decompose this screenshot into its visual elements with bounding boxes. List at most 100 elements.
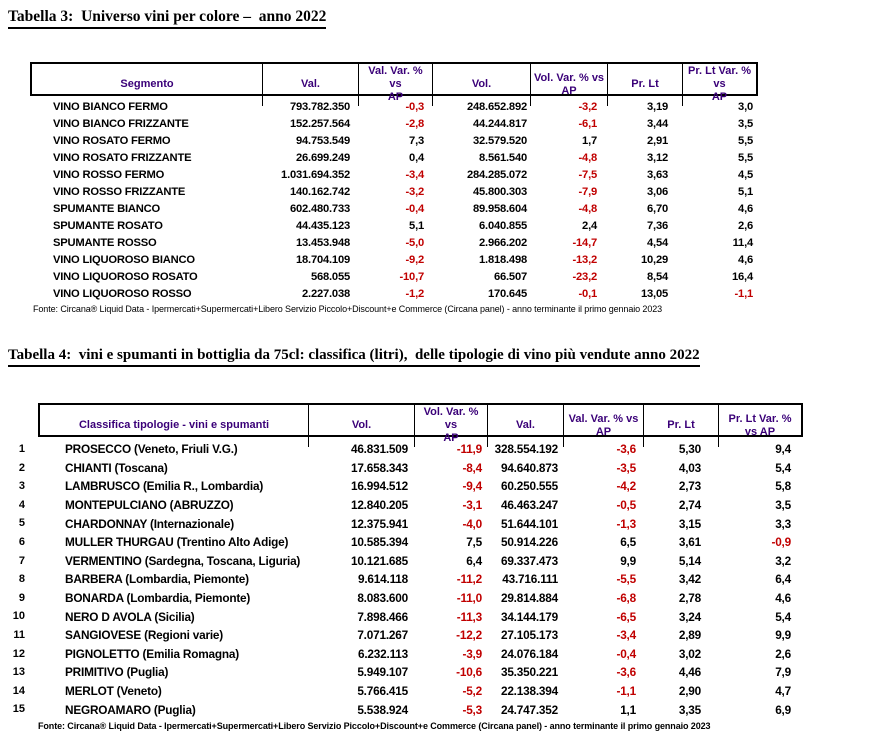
- cell-val-var: 5,1: [409, 219, 424, 232]
- cell-pr-lt: 3,61: [678, 535, 701, 550]
- table-row: SPUMANTE ROSSO 13.453.948 -5,0 2.966.202 -14…: [30, 234, 758, 251]
- table-row: CHIANTI (Toscana) 17.658.343 -8,4 94.640.87…: [38, 459, 803, 478]
- table-row: VINO ROSATO FRIZZANTE 26.699.249 0,4 8.561.…: [30, 149, 758, 166]
- cell-pr-lt-var: 3,0: [738, 100, 753, 113]
- cell-pr-lt: 5,30: [678, 442, 701, 457]
- row-rank: 14: [12, 684, 25, 697]
- row-rank: 1: [18, 443, 25, 455]
- cell-vol-var: -0,1: [578, 287, 598, 300]
- cell-val-var: -3,6: [616, 665, 636, 680]
- cell-val-var: -3,4: [616, 628, 636, 643]
- cell-pr-lt-var: 4,6: [775, 591, 791, 606]
- cell-vol: 66.507: [493, 270, 527, 283]
- cell-pr-lt-var: 6,4: [775, 572, 791, 587]
- cell-val-var: -3,4: [405, 168, 425, 181]
- cell-pr-lt-var: 2,6: [738, 219, 753, 232]
- col-header-val-var: Val. Var. % vs AP: [358, 64, 432, 106]
- cell-val-var: -6,8: [616, 591, 636, 606]
- table-row: VINO ROSATO FERMO 94.753.549 7,3 32.579.520…: [30, 132, 758, 149]
- cell-vol-var: 6,4: [466, 553, 482, 568]
- cell-val: 140.162.742: [289, 185, 350, 198]
- cell-pr-lt-var: 3,5: [738, 117, 753, 130]
- row-rank: 11: [13, 628, 25, 641]
- cell-vol: 6.232.113: [357, 646, 408, 661]
- col-header-pr-lt: Pr. Lt: [643, 405, 718, 447]
- cell-vol: 17.658.343: [350, 460, 408, 475]
- cell-pr-lt-var: 3,3: [775, 516, 791, 531]
- cell-vol-var: -4,8: [578, 151, 598, 164]
- cell-pr-lt: 2,74: [678, 498, 701, 513]
- cell-vol: 5.766.415: [357, 684, 408, 699]
- cell-vol-var: -11,9: [456, 442, 482, 457]
- cell-tipologia: PRIMITIVO (Puglia): [65, 665, 169, 680]
- cell-pr-lt-var: 5,4: [775, 609, 791, 624]
- table4-body: PROSECCO (Veneto, Friuli V.G.) 46.831.509…: [38, 440, 803, 719]
- cell-val: 13.453.948: [296, 236, 350, 249]
- cell-pr-lt: 7,36: [647, 219, 668, 232]
- row-rank: 9: [18, 591, 25, 604]
- cell-pr-lt: 4,54: [647, 236, 668, 249]
- cell-val-var: -6,5: [616, 609, 636, 624]
- cell-val-var: -5,5: [616, 572, 636, 587]
- cell-val-var: 9,9: [620, 553, 636, 568]
- cell-tipologia: SANGIOVESE (Regioni varie): [65, 628, 224, 643]
- cell-vol: 32.579.520: [473, 134, 527, 147]
- table-row: VINO BIANCO FRIZZANTE 152.257.564 -2,8 44.2…: [30, 115, 758, 132]
- cell-pr-lt-var: -1,1: [734, 287, 754, 300]
- row-rank: 6: [18, 535, 25, 548]
- cell-vol-var: -7,5: [578, 168, 598, 181]
- table-row: PIGNOLETTO (Emilia Romagna) 6.232.113 -3,9…: [38, 645, 803, 664]
- cell-segmento: VINO LIQUOROSO ROSATO: [53, 270, 198, 283]
- col-header-vol-var: Vol. Var. % vs AP: [530, 64, 607, 106]
- table-row: SPUMANTE BIANCO 602.480.733 -0,4 89.958.604…: [30, 200, 758, 217]
- table-row: NEGROAMARO (Puglia) 5.538.924 -5,3 24.747.3…: [38, 700, 803, 719]
- cell-segmento: VINO ROSATO FRIZZANTE: [53, 151, 192, 164]
- cell-vol-var: -8,4: [462, 460, 482, 475]
- cell-pr-lt-var: 5,8: [775, 479, 791, 494]
- cell-vol-var: -11,3: [456, 609, 482, 624]
- cell-val: 43.716.111: [502, 572, 558, 587]
- cell-vol: 9.614.118: [357, 572, 408, 587]
- cell-val: 568.055: [310, 270, 350, 283]
- cell-val: 2.227.038: [302, 287, 350, 300]
- cell-vol: 7.071.267: [357, 628, 408, 643]
- cell-pr-lt: 3,02: [678, 646, 701, 661]
- cell-vol-var: -13,2: [572, 253, 598, 266]
- table3-body: VINO BIANCO FERMO 793.782.350 -0,3 248.652.…: [30, 98, 758, 302]
- cell-pr-lt-var: 3,5: [775, 498, 791, 513]
- row-rank: 3: [18, 480, 25, 493]
- row-rank: 12: [12, 647, 25, 660]
- cell-vol-var: -5,3: [462, 702, 482, 717]
- cell-val: 793.782.350: [289, 100, 350, 113]
- cell-pr-lt-var: 5,1: [738, 185, 753, 198]
- cell-pr-lt-var: 2,6: [775, 646, 791, 661]
- cell-vol-var: -11,0: [456, 591, 482, 606]
- cell-val: 24.747.352: [500, 702, 558, 717]
- cell-pr-lt: 3,06: [647, 185, 668, 198]
- cell-segmento: SPUMANTE ROSATO: [53, 219, 163, 232]
- cell-vol-var: 2,4: [582, 219, 597, 232]
- cell-vol: 248.652.892: [466, 100, 527, 113]
- cell-vol-var: -4,0: [462, 516, 482, 531]
- cell-vol-var: -9,4: [462, 479, 482, 494]
- cell-vol: 89.958.604: [473, 202, 527, 215]
- cell-pr-lt: 3,19: [647, 100, 668, 113]
- cell-val: 35.350.221: [500, 665, 558, 680]
- cell-val: 152.257.564: [289, 117, 350, 130]
- cell-val: 50.914.226: [500, 535, 558, 550]
- table-row: BARBERA (Lombardia, Piemonte) 9.614.118 -1…: [38, 570, 803, 589]
- cell-vol-var: -3,1: [462, 498, 482, 513]
- cell-tipologia: PIGNOLETTO (Emilia Romagna): [65, 646, 239, 661]
- cell-segmento: VINO LIQUOROSO BIANCO: [53, 253, 195, 266]
- cell-tipologia: BONARDA (Lombardia, Piemonte): [65, 591, 251, 606]
- cell-val-var: -3,2: [405, 185, 425, 198]
- cell-pr-lt: 2,91: [647, 134, 668, 147]
- cell-vol: 8.561.540: [479, 151, 527, 164]
- table-row: BONARDA (Lombardia, Piemonte) 8.083.600 -1…: [38, 589, 803, 608]
- cell-val-var: -4,2: [616, 479, 636, 494]
- cell-pr-lt-var: 5,4: [775, 460, 791, 475]
- cell-tipologia: MERLOT (Veneto): [65, 684, 162, 699]
- table-row: VINO BIANCO FERMO 793.782.350 -0,3 248.652.…: [30, 98, 758, 115]
- cell-vol: 46.831.509: [350, 442, 408, 457]
- table-row: LAMBRUSCO (Emilia R., Lombardia) 16.994.5…: [38, 477, 803, 496]
